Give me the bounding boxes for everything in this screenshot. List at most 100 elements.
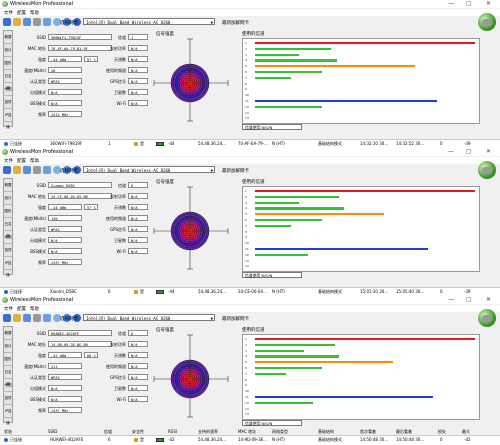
adapter-select[interactable]: Intel(R) Dual Band Wireless-AC 8260 ▼	[83, 314, 215, 321]
side-tab[interactable]: IP连接	[4, 405, 12, 425]
side-tab-strip: 概要 统计 图形 白名单 地图 选项 IP连接	[3, 326, 13, 425]
menu-item[interactable]: 文件	[4, 11, 13, 16]
column-header[interactable]: 网络类型	[272, 429, 288, 434]
maximize-button[interactable]: ▢	[466, 296, 472, 303]
globe-logo-icon	[478, 13, 496, 31]
side-tab[interactable]: 图形	[4, 57, 12, 70]
side-tab[interactable]: 图形	[4, 205, 12, 218]
column-header[interactable]: 信道	[104, 429, 112, 434]
side-tab[interactable]: 地图	[4, 83, 12, 96]
side-tab[interactable]: 白名单	[4, 70, 12, 90]
side-tab[interactable]: 概要	[4, 31, 12, 44]
side-tab[interactable]: IP连接	[4, 109, 12, 129]
channel-usage-select[interactable]: 信道使用 B/G/N	[242, 420, 302, 426]
toolbar-icon[interactable]	[13, 18, 21, 26]
toolbar-icon[interactable]	[33, 166, 41, 174]
toolbar-icon[interactable]	[13, 314, 21, 322]
menu-item[interactable]: 配置	[17, 307, 26, 312]
column-header[interactable]: MAC 地址	[238, 429, 257, 434]
side-tab[interactable]: 图形	[4, 353, 12, 366]
column-header[interactable]: RSSI	[168, 429, 178, 434]
toolbar-icon[interactable]	[63, 314, 71, 322]
column-header[interactable]: 状态	[4, 429, 12, 434]
toolbar-icon[interactable]	[43, 314, 51, 322]
column-header[interactable]: 最后看着	[396, 429, 412, 434]
toolbar-icon[interactable]	[53, 314, 61, 322]
channel-usage-select[interactable]: 信道使用 B/G/N	[242, 124, 302, 130]
channel-usage-select[interactable]: 信道使用 B/G/N	[242, 272, 302, 278]
menu-item[interactable]: 文件	[4, 307, 13, 312]
side-tab[interactable]: 概要	[4, 179, 12, 192]
close-button[interactable]: ✕	[486, 296, 492, 303]
network-row[interactable]: 已连接 Xiaomi_D5BC 6 是 -44 54,48,36,24... 34-CE-0…	[0, 287, 500, 296]
column-header[interactable]: 首次看着	[360, 429, 376, 434]
side-tab[interactable]: 地图	[4, 231, 12, 244]
column-header[interactable]: 安全性	[132, 429, 144, 434]
channel-bar	[255, 76, 291, 79]
radar-graphic	[153, 186, 229, 270]
side-tab[interactable]: 统计	[4, 340, 12, 353]
toolbar-icon[interactable]	[3, 314, 11, 322]
mac-label: MAC 地址	[27, 342, 46, 347]
toolbar	[0, 165, 470, 175]
network-pct: 0	[440, 141, 443, 146]
minimize-button[interactable]: —	[448, 296, 454, 303]
toolbar-icon[interactable]	[33, 314, 41, 322]
side-tab[interactable]: 选项	[4, 96, 12, 109]
toolbar-icon[interactable]	[63, 18, 71, 26]
side-tab[interactable]: 白名单	[4, 218, 12, 238]
lock-icon	[134, 142, 138, 146]
column-header[interactable]: SSID	[48, 429, 58, 434]
toolbar-icon[interactable]	[3, 166, 11, 174]
toolbar-icon[interactable]	[3, 18, 11, 26]
side-tab[interactable]: 选项	[4, 392, 12, 405]
adapter-select[interactable]: Intel(R) Dual Band Wireless-AC 8260 ▼	[83, 166, 215, 173]
side-tab[interactable]: 白名单	[4, 366, 12, 386]
tx_power-label: 发射功率	[110, 194, 126, 199]
toolbar-icon[interactable]	[73, 166, 81, 174]
minimize-button[interactable]: —	[448, 0, 454, 7]
menu-item[interactable]: 文件	[4, 159, 13, 164]
toolbar-icon[interactable]	[53, 166, 61, 174]
menu-item[interactable]: 帮助	[30, 159, 39, 164]
side-tab[interactable]: 统计	[4, 44, 12, 57]
channel-number: 4	[245, 354, 247, 359]
network-ch: 1	[108, 141, 111, 146]
toolbar-icon[interactable]	[13, 166, 21, 174]
toolbar-icon[interactable]	[23, 18, 31, 26]
toolbar-icon[interactable]	[63, 166, 71, 174]
column-header[interactable]: 损失	[438, 429, 446, 434]
maximize-button[interactable]: ▢	[466, 148, 472, 155]
toolbar-icon[interactable]	[43, 18, 51, 26]
side-tab[interactable]: 选项	[4, 244, 12, 257]
used_channels-value: N/A	[128, 67, 148, 73]
column-header[interactable]: 基础结构	[318, 429, 334, 434]
toolbar-icon[interactable]	[33, 18, 41, 26]
menu-item[interactable]: 帮助	[30, 307, 39, 312]
channel-bar	[255, 195, 340, 198]
adapter-select[interactable]: Intel(R) Dual Band Wireless-AC 8260 ▼	[83, 18, 215, 25]
close-button[interactable]: ✕	[486, 148, 492, 155]
menu-item[interactable]: 配置	[17, 159, 26, 164]
toolbar-icon[interactable]	[23, 166, 31, 174]
side-tab[interactable]: IP连接	[4, 257, 12, 277]
toolbar-icon[interactable]	[73, 18, 81, 26]
toolbar-icon[interactable]	[73, 314, 81, 322]
menu-item[interactable]: 帮助	[30, 11, 39, 16]
minimize-button[interactable]: —	[448, 148, 454, 155]
toolbar-icon[interactable]	[23, 314, 31, 322]
network-row[interactable]: 已连接 360WiFi-79819F 1 是 -44 54,48,36,24... 70-A…	[0, 139, 500, 148]
network-row[interactable]: 已连接 HUAWEI-4Q2AFE 6 是 -42 54,48,36,24... 14-9D…	[0, 435, 500, 444]
side-tab[interactable]: 统计	[4, 192, 12, 205]
side-tab[interactable]: 概要	[4, 327, 12, 340]
side-tab[interactable]: 地图	[4, 379, 12, 392]
maximize-button[interactable]: ▢	[466, 0, 472, 7]
column-header[interactable]: 最大	[462, 429, 470, 434]
signal-radar	[152, 37, 232, 123]
toolbar-icon[interactable]	[53, 18, 61, 26]
column-header[interactable]: 支持的速率	[198, 429, 218, 434]
toolbar-icon[interactable]	[43, 166, 51, 174]
menu-item[interactable]: 配置	[17, 11, 26, 16]
tx_power-value: N/A	[128, 193, 148, 199]
close-button[interactable]: ✕	[486, 0, 492, 7]
